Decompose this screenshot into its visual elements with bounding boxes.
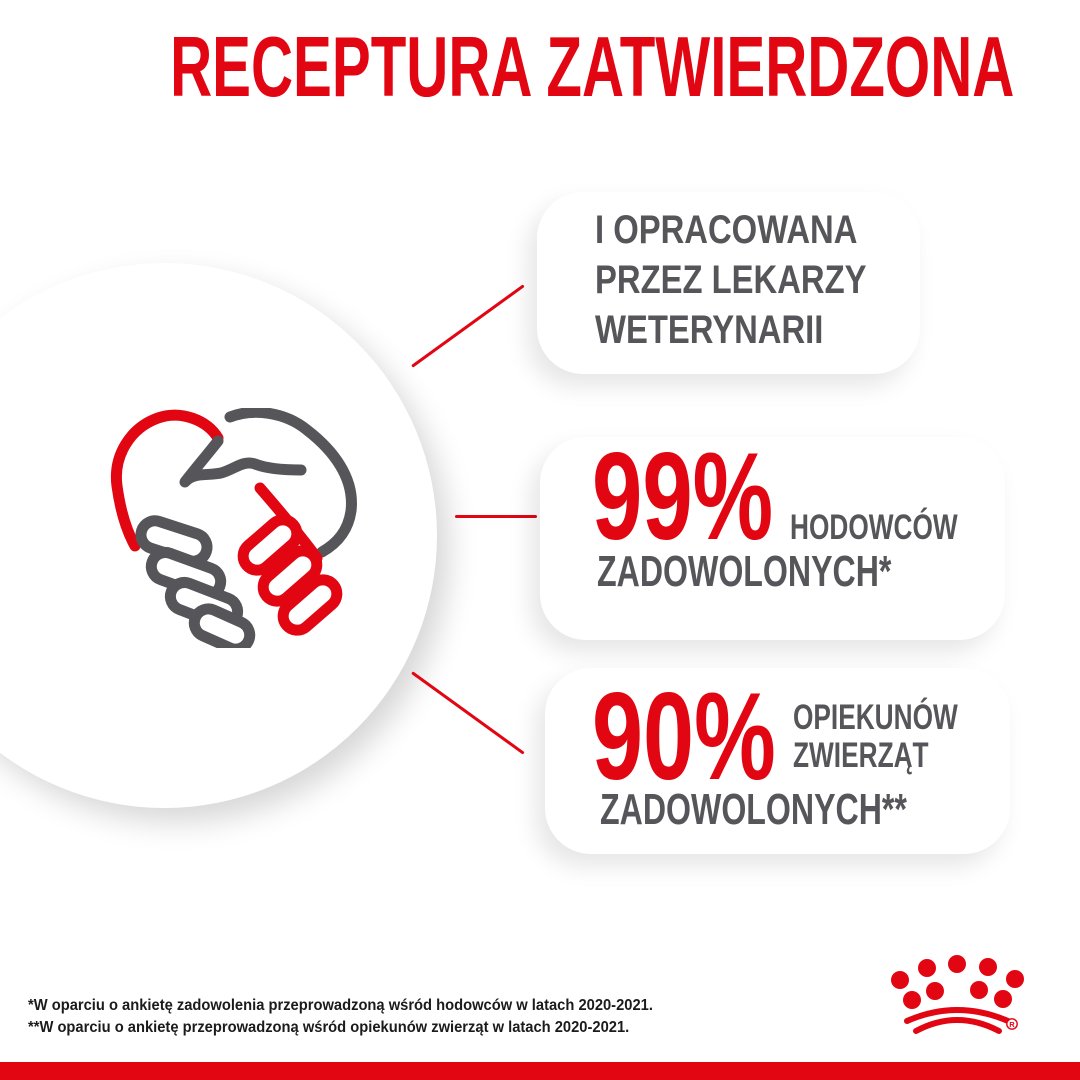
callout-vets-text: I OPRACOWANA PRZEZ LEKARZY WETERYNARII: [595, 205, 867, 355]
heart-handshake-icon: [110, 408, 357, 648]
circle-backdrop: [0, 263, 437, 808]
connector-line-breeders: [455, 515, 537, 518]
svg-text:R: R: [1009, 1020, 1015, 1029]
footnote-1: *W oparciu o ankietę zadowolenia przepro…: [28, 997, 653, 1014]
crown-dots: [891, 955, 1024, 1009]
footnotes: *W oparciu o ankietę zadowolenia przepro…: [28, 995, 653, 1039]
owners-side-label: OPIEKUNÓW ZWIERZĄT: [793, 699, 958, 775]
breeders-bottom-label: ZADOWOLONYCH*: [597, 547, 892, 596]
brand-red-bar: [0, 1062, 1080, 1080]
crown-arcs: [904, 1007, 1011, 1034]
callout-vets-line-1: I OPRACOWANA: [595, 208, 858, 252]
owners-bottom-label: ZADOWOLONYCH**: [600, 785, 907, 834]
owners-side-label-line-2: ZWIERZĄT: [793, 736, 929, 775]
breeders-side-label: HODOWCÓW: [790, 508, 958, 547]
callout-vets-line-2: PRZEZ LEKARZY: [595, 258, 867, 302]
footnote-2: **W oparciu o ankietę przeprowadzoną wśr…: [28, 1019, 630, 1036]
percent-value-breeders: 99%: [592, 428, 774, 566]
callout-vets-line-3: WETERYNARII: [595, 308, 824, 352]
page-title: RECEPTURA ZATWIERDZONA: [170, 20, 1015, 115]
owners-side-label-line-1: OPIEKUNÓW: [793, 698, 958, 737]
royal-canin-crown-logo: R: [891, 955, 1024, 1034]
callout-bubble-breeders: 99% HODOWCÓW ZADOWOLONYCH*: [540, 428, 1005, 640]
registered-trademark-icon: R: [1006, 1018, 1018, 1030]
connector-line-owners: [411, 671, 525, 755]
percent-value-owners: 90%: [592, 668, 776, 806]
callout-bubble-owners: 90% OPIEKUNÓW ZWIERZĄT ZADOWOLONYCH**: [545, 668, 1010, 854]
callout-bubble-vets: I OPRACOWANA PRZEZ LEKARZY WETERYNARII: [537, 192, 920, 374]
connector-line-vets: [411, 284, 525, 368]
